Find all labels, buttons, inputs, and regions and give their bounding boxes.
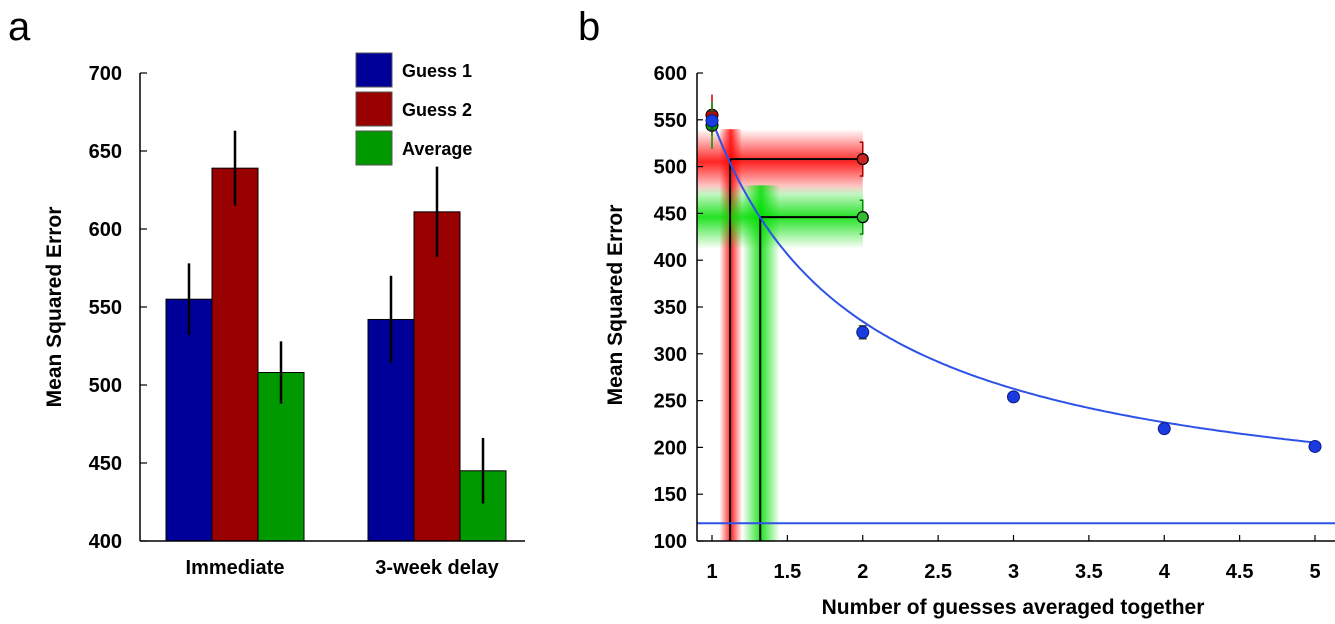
fit-curve-group [711,119,1316,444]
y-tick-label: 200 [654,437,687,459]
x-ticks-a: Immediate 3-week delay [186,557,500,579]
highlight-bands [697,129,869,541]
bar-group [165,130,507,542]
x-category-label: 3-week delay [375,557,499,579]
x-tick-label: 1 [706,561,717,583]
legend-label: Average [402,139,472,159]
y-tick-label: 350 [654,297,687,319]
y-tick-label: 650 [89,141,122,163]
scatter-chart-panel-b: 100 150 200 250 300 350 400 450 500 550 600 1 1.5 2 2… [604,63,1335,619]
data-point [705,114,719,128]
y-tick-label: 550 [89,297,122,319]
data-point [1308,439,1322,453]
data-points [705,94,1322,453]
y-axis-title-a: Mean Squared Error [43,207,66,408]
y-tick-label: 250 [654,391,687,413]
y-tick-label: 400 [89,531,122,553]
x-ticks-b: 1 1.5 2 2.5 3 3.5 4 4.5 5 [706,535,1321,583]
x-tick-label: 4 [1159,561,1171,583]
y-tick-label: 100 [654,531,687,553]
bar-guess-2 [211,167,259,542]
legend-swatch [355,91,393,127]
bar-guess-1 [165,298,213,542]
fit-curve [711,119,1316,444]
x-tick-label: 2.5 [924,561,952,583]
x-tick-label: 1.5 [773,561,801,583]
legend-label: Guess 2 [402,100,472,120]
data-point [1157,422,1171,436]
legend-swatch [355,52,393,88]
panel-label-b: b [578,5,600,49]
x-tick-label: 4.5 [1226,561,1254,583]
y-tick-label: 300 [654,344,687,366]
bar-guess-2 [413,211,461,542]
band-marker-green [856,211,869,224]
legend-label: Guess 1 [402,61,472,81]
y-tick-label: 700 [89,63,122,85]
legend-a: Guess 1 Guess 2 Average [355,52,472,166]
bar-chart-panel-a: 400 450 500 550 600 650 700 Immediate 3-week de… [43,52,525,579]
y-tick-label: 150 [654,484,687,506]
x-category-label: Immediate [186,557,285,579]
x-tick-label: 3.5 [1075,561,1103,583]
y-tick-label: 600 [89,219,122,241]
data-point [1007,390,1020,404]
legend-swatch [355,130,393,166]
y-tick-label: 450 [89,453,122,475]
data-point [856,325,870,339]
y-tick-label: 600 [654,63,687,85]
x-tick-label: 5 [1309,561,1320,583]
band-marker-red [856,153,869,166]
y-tick-label: 550 [654,110,687,132]
y-tick-label: 500 [654,157,687,179]
y-tick-label: 400 [654,250,687,272]
y-tick-label: 450 [654,203,687,225]
y-tick-label: 500 [89,375,122,397]
y-axis-title-b: Mean Squared Error [604,205,627,406]
x-tick-label: 2 [857,561,868,583]
x-tick-label: 3 [1008,561,1019,583]
x-axis-title-b: Number of guesses averaged together [822,596,1205,619]
y-ticks-b: 100 150 200 250 300 350 400 450 500 550 600 [654,63,703,553]
panel-label-a: a [8,5,31,49]
y-ticks-a: 400 450 500 550 600 650 700 [89,63,147,553]
